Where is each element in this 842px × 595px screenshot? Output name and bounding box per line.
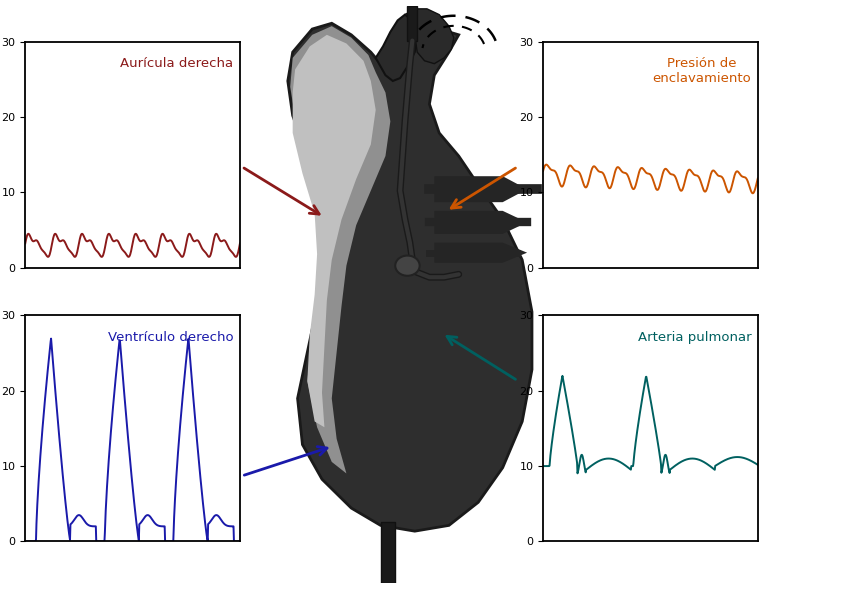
Text: Arteria pulmonar: Arteria pulmonar bbox=[637, 331, 751, 344]
Polygon shape bbox=[405, 9, 454, 64]
Text: Presión de
enclavamiento: Presión de enclavamiento bbox=[653, 58, 751, 86]
Polygon shape bbox=[381, 522, 395, 583]
Polygon shape bbox=[290, 26, 391, 474]
Text: Aurícula derecha: Aurícula derecha bbox=[120, 58, 233, 70]
Ellipse shape bbox=[395, 256, 419, 275]
Polygon shape bbox=[376, 15, 418, 81]
Polygon shape bbox=[434, 243, 527, 263]
Polygon shape bbox=[288, 23, 532, 531]
Polygon shape bbox=[434, 211, 527, 234]
Polygon shape bbox=[408, 6, 418, 40]
Text: Ventrículo derecho: Ventrículo derecho bbox=[108, 331, 233, 344]
Polygon shape bbox=[434, 176, 527, 202]
Polygon shape bbox=[293, 35, 376, 427]
